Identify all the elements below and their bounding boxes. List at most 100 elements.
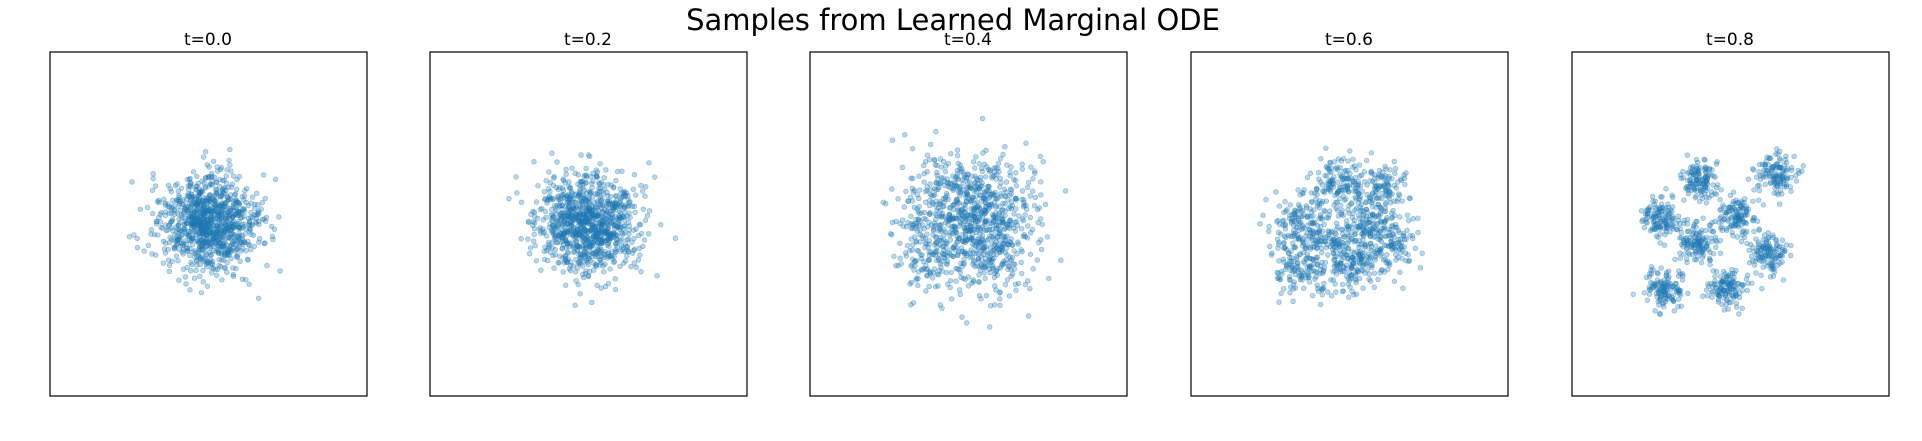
scatter-point [219,188,226,195]
scatter-point [603,167,609,173]
scatter-point [1656,302,1662,308]
scatter-point [609,202,616,208]
scatter-point [1380,257,1387,263]
scatter-point [548,227,555,234]
scatter-point [1767,261,1773,268]
scatter-point [960,260,966,266]
scatter-point [215,238,222,244]
scatter-point [212,225,219,231]
scatter-point [982,260,988,266]
scatter-point [191,211,197,217]
scatter-point [563,282,569,288]
scatter-point [209,210,215,217]
scatter-point [652,174,658,180]
scatter-point [202,184,208,190]
scatter-point [230,231,237,237]
scatter-point [1025,179,1032,186]
scatter-point [188,195,194,201]
scatter-point [1266,228,1272,235]
scatter-point [931,157,938,163]
scatter-point [976,161,982,167]
scatter-point [235,221,241,227]
scatter-point [221,177,227,184]
scatter-point [1707,166,1713,172]
scatter-point [601,175,607,181]
scatter-point [672,235,679,242]
subplot-t-0-8: t=0.8 [1571,30,1890,397]
scatter-point [193,201,199,208]
scatter-point [1334,191,1340,197]
scatter-point [194,183,200,189]
scatter-point [607,266,613,272]
scatter-point [1415,229,1421,236]
scatter-point [213,191,219,197]
scatter-point [193,196,199,202]
scatter-point [1397,250,1404,256]
scatter-point [180,251,186,257]
scatter-point [926,156,933,163]
scatter-point [1008,164,1014,170]
scatter-point [921,209,928,216]
scatter-point [1715,296,1722,303]
scatter-point [208,213,214,219]
scatter-point [253,220,260,226]
scatter-point [198,227,204,233]
scatter-point [192,219,199,225]
scatter-point [597,160,603,167]
scatter-point [1762,181,1768,188]
scatter-point [644,212,651,219]
scatter-point [224,259,230,266]
scatter-point [182,226,188,233]
scatter-point [172,182,179,189]
scatter-point [1648,279,1654,286]
scatter-point [1305,242,1311,248]
scatter-point [1351,188,1357,194]
scatter-point [226,252,233,258]
scatter-point [1025,313,1032,319]
scatter-point [1712,174,1718,180]
scatter-point [1030,266,1036,272]
scatter-point [1383,187,1389,193]
scatter-point [217,203,224,210]
scatter-point [579,244,586,250]
scatter-point [175,241,181,247]
scatter-point [1377,173,1383,179]
scatter-point [995,233,1001,239]
scatter-point [226,215,232,221]
scatter-point [196,216,202,223]
scatter-point [174,241,181,247]
scatter-point [185,216,192,222]
scatter-point [1683,256,1690,262]
scatter-point [269,233,276,240]
scatter-point [167,234,173,241]
scatter-point [203,251,210,258]
scatter-point [1740,220,1747,226]
scatter-point [226,235,232,241]
scatter-point [1364,209,1370,215]
subplot-t-0-0: t=0.0 [49,30,368,397]
scatter-point [538,267,544,273]
scatter-point [271,226,278,232]
scatter-point [1006,293,1013,299]
scatter-point [190,220,196,226]
scatter-point [193,226,200,232]
scatter-point [256,239,262,246]
scatter-point [210,243,216,249]
scatter-point [215,216,221,222]
scatter-point [227,221,234,227]
scatter-point [1773,146,1780,152]
scatter-point [1707,227,1714,233]
scatter-point [531,159,537,165]
scatter-point [981,244,987,250]
scatter-point [215,266,221,272]
scatter-point [210,265,216,271]
scatter-point [188,181,194,187]
scatter-point [224,252,231,258]
scatter-point [613,177,619,184]
scatter-point [1349,260,1356,267]
scatter-point [565,199,571,205]
scatter-point [573,278,579,284]
scatter-point [216,256,222,263]
scatter-point [1757,257,1763,264]
scatter-point [933,234,939,240]
